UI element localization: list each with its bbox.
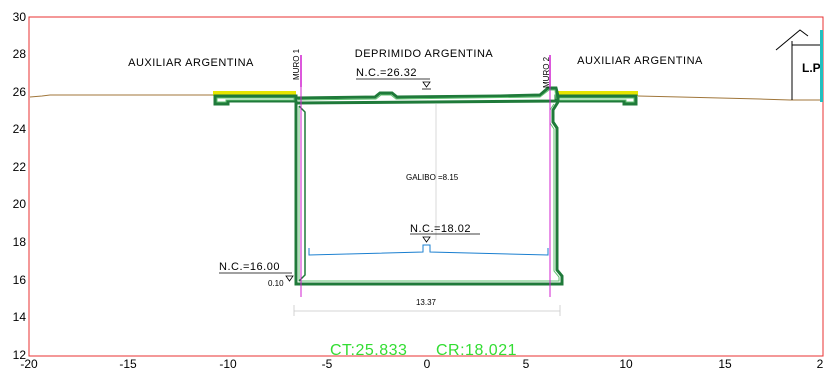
- wall-label-right: MURO 2: [542, 56, 551, 88]
- box-structure: [294, 101, 564, 286]
- y-tick-label: 24: [13, 122, 27, 136]
- y-tick-label: 14: [13, 310, 27, 324]
- left-road-label: AUXILIAR ARGENTINA: [128, 57, 254, 69]
- y-tick-label: 22: [13, 160, 27, 174]
- y-tick-label: 16: [13, 273, 27, 287]
- width-label: 13.37: [416, 298, 437, 307]
- wall-label-left: MURO 1: [292, 48, 301, 80]
- x-tick-label: -15: [119, 357, 137, 369]
- level-marker-icon: [285, 275, 294, 282]
- x-tick-label: -10: [219, 357, 237, 369]
- x-tick-label: -5: [322, 357, 333, 369]
- right-road-label: AUXILIAR ARGENTINA: [577, 55, 703, 67]
- ct-value: CT:25.833: [330, 342, 407, 359]
- y-tick-label: 26: [13, 85, 27, 99]
- slab-left-inner: [216, 97, 295, 103]
- inner-corner-left: [298, 105, 306, 282]
- y-tick-label: 12: [13, 348, 27, 362]
- x-axis: -20 -15 -10 -5 0 5 10 15 2: [20, 357, 824, 371]
- center-road-label: DEPRIMIDO ARGENTINA: [355, 48, 494, 60]
- top-slab-inner: [297, 89, 557, 101]
- y-tick-label: 18: [13, 235, 27, 249]
- y-tick-label: 28: [13, 47, 27, 61]
- road-surface-right: [558, 91, 638, 96]
- slab-left: [213, 94, 298, 106]
- nc-top-label: N.C.=26.32: [356, 67, 417, 79]
- x-tick-label: -20: [20, 357, 38, 369]
- y-tick-label: 20: [13, 197, 27, 211]
- offset-label: 0.10: [268, 279, 284, 288]
- x-tick-label: 2: [817, 357, 824, 369]
- x-tick-label: 10: [619, 357, 633, 369]
- lp-label: L.P: [802, 61, 821, 75]
- y-axis: 30 28 26 24 22 20 18 16 14 12: [13, 10, 27, 362]
- level-marker-icon: [422, 236, 431, 243]
- x-tick-label: 5: [523, 357, 530, 369]
- nc-floor-label: N.C.=18.02: [410, 223, 471, 235]
- cr-value: CR:18.021: [436, 342, 517, 359]
- drawing-frame: [28, 16, 824, 357]
- top-slab: [294, 86, 560, 105]
- lp-marker-line: [775, 29, 809, 51]
- x-tick-label: 0: [424, 357, 431, 369]
- clearance-label: GALIBO =8.15: [406, 173, 459, 182]
- nc-bottom-label: N.C.=16.00: [219, 261, 280, 273]
- ground-line: [29, 94, 215, 98]
- road-surface-left: [213, 91, 296, 96]
- roadway-floor: [308, 244, 549, 256]
- level-marker-icon: [422, 81, 431, 88]
- y-tick-label: 30: [13, 10, 27, 24]
- lp-edge: [820, 30, 823, 102]
- ground-line: [637, 95, 822, 101]
- x-tick-label: 15: [718, 357, 732, 369]
